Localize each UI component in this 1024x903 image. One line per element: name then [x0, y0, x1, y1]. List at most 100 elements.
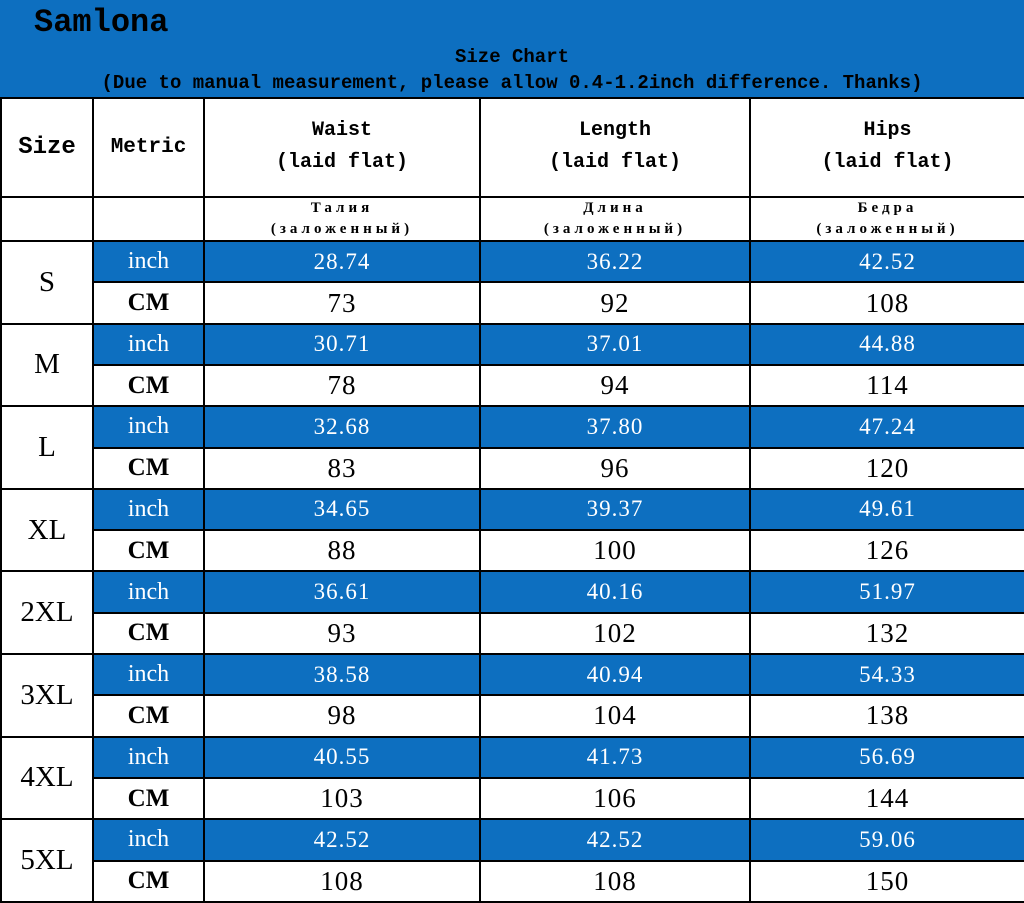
length-cm-value: 94 — [479, 363, 751, 408]
length-cm-value: 102 — [479, 611, 751, 656]
table-row-5xl-inch: 5XL inch 42.52 42.52 59.06 — [0, 818, 1024, 903]
banner: Samlona Size Chart (Due to manual measur… — [0, 0, 1024, 97]
waist-cm-value: 103 — [203, 776, 481, 821]
size-table: Size Metric Waist (laid flat) Length (la… — [0, 97, 1024, 903]
column-subheader-waist-ru: Талия (заложенный) — [203, 195, 481, 243]
length-inch-value: 37.80 — [479, 405, 751, 449]
waist-cm-value: 93 — [203, 611, 481, 656]
waist-inch-value: 34.65 — [203, 487, 481, 532]
hips-inch-value: 47.24 — [749, 405, 1024, 449]
length-inch-value: 42.52 — [479, 818, 751, 862]
hips-inch-value: 54.33 — [749, 653, 1024, 697]
table-subheader-row-russian: Талия (заложенный) Длина (заложенный) Бе… — [0, 195, 1024, 243]
hips-inch-value: 51.97 — [749, 570, 1024, 614]
table-row-l-cm: CM 83 96 120 — [1, 446, 1024, 490]
hips-cm-value: 144 — [749, 776, 1024, 821]
waist-inch-value: 30.71 — [203, 322, 481, 366]
unit-inch-cell: inch — [92, 322, 205, 366]
hips-cm-value: 126 — [749, 529, 1024, 573]
length-inch-value: 41.73 — [479, 735, 751, 779]
chart-subtitle: (Due to manual measurement, please allow… — [101, 72, 923, 94]
column-header-length-note: (laid flat) — [548, 151, 682, 175]
table-row-5xl-cm: CM 108 108 150 — [1, 859, 1024, 903]
unit-cm-cell: CM — [92, 446, 205, 490]
column-header-hips-en: Hips — [863, 119, 912, 143]
unit-cm-cell: CM — [92, 529, 205, 573]
waist-inch-value: 36.61 — [203, 570, 481, 614]
size-label-5xl: 5XL — [0, 818, 94, 903]
waist-inch-value: 28.74 — [203, 240, 481, 284]
length-inch-value: 36.22 — [479, 240, 751, 284]
hips-cm-value: 150 — [749, 859, 1024, 903]
size-label-m: M — [0, 322, 94, 408]
length-cm-value: 106 — [479, 776, 751, 821]
hips-cm-value: 138 — [749, 694, 1024, 738]
length-ru-note: (заложенный) — [543, 220, 687, 237]
length-inch-value: 40.94 — [479, 653, 751, 697]
hips-cm-value: 114 — [749, 363, 1024, 408]
waist-inch-value: 32.68 — [203, 405, 481, 449]
unit-cm-cell: CM — [92, 611, 205, 656]
column-header-size: Size — [0, 97, 94, 198]
size-label-xl: XL — [0, 487, 94, 573]
table-row-xl-inch: XL inch 34.65 39.37 49.61 — [0, 487, 1024, 573]
table-row-3xl-inch: 3XL inch 38.58 40.94 54.33 — [0, 653, 1024, 738]
table-row-s-cm: CM 73 92 108 — [1, 281, 1024, 325]
column-subheader-length-ru: Длина (заложенный) — [479, 195, 751, 243]
hips-ru-label: Бедра — [857, 199, 918, 216]
length-ru-label: Длина — [583, 199, 647, 216]
column-header-waist-note: (laid flat) — [275, 151, 409, 175]
table-row-xl-cm: CM 88 100 126 — [1, 529, 1024, 573]
length-inch-value: 37.01 — [479, 322, 751, 366]
hips-cm-value: 120 — [749, 446, 1024, 490]
column-header-waist: Waist (laid flat) — [203, 97, 481, 198]
column-subheader-hips-ru: Бедра (заложенный) — [749, 195, 1024, 243]
table-row-m-cm: CM 78 94 114 — [1, 363, 1024, 408]
length-cm-value: 92 — [479, 281, 751, 325]
waist-ru-note: (заложенный) — [270, 220, 414, 237]
unit-cm-cell: CM — [92, 281, 205, 325]
waist-inch-value: 40.55 — [203, 735, 481, 779]
waist-cm-value: 88 — [203, 529, 481, 573]
column-header-waist-en: Waist — [311, 119, 372, 143]
unit-cm-cell: CM — [92, 859, 205, 903]
size-label-2xl: 2XL — [0, 570, 94, 656]
hips-inch-value: 49.61 — [749, 487, 1024, 532]
column-header-hips: Hips (laid flat) — [749, 97, 1024, 198]
waist-cm-value: 73 — [203, 281, 481, 325]
unit-inch-cell: inch — [92, 653, 205, 697]
hips-cm-value: 132 — [749, 611, 1024, 656]
size-label-s: S — [0, 240, 94, 325]
waist-cm-value: 78 — [203, 363, 481, 408]
hips-inch-value: 42.52 — [749, 240, 1024, 284]
table-row-s-inch: S inch 28.74 36.22 42.52 — [0, 240, 1024, 325]
table-row-2xl-inch: 2XL inch 36.61 40.16 51.97 — [0, 570, 1024, 656]
unit-cm-cell: CM — [92, 694, 205, 738]
size-label-4xl: 4XL — [0, 735, 94, 821]
hips-inch-value: 59.06 — [749, 818, 1024, 862]
column-header-metric: Metric — [92, 97, 205, 198]
length-cm-value: 96 — [479, 446, 751, 490]
hips-inch-value: 44.88 — [749, 322, 1024, 366]
hips-cm-value: 108 — [749, 281, 1024, 325]
hips-ru-note: (заложенный) — [816, 220, 959, 237]
unit-inch-cell: inch — [92, 735, 205, 779]
column-header-length-en: Length — [578, 119, 651, 143]
empty-cell — [0, 195, 94, 243]
size-label-l: L — [0, 405, 94, 490]
column-header-hips-note: (laid flat) — [821, 151, 954, 175]
brand-name: Samlona — [34, 4, 169, 41]
empty-cell — [92, 195, 205, 243]
table-row-2xl-cm: CM 93 102 132 — [1, 611, 1024, 656]
waist-ru-label: Талия — [310, 199, 374, 216]
table-row-4xl-cm: CM 103 106 144 — [1, 776, 1024, 821]
length-cm-value: 104 — [479, 694, 751, 738]
table-row-4xl-inch: 4XL inch 40.55 41.73 56.69 — [0, 735, 1024, 821]
length-cm-value: 108 — [479, 859, 751, 903]
length-inch-value: 40.16 — [479, 570, 751, 614]
chart-title: Size Chart — [454, 46, 570, 68]
waist-cm-value: 98 — [203, 694, 481, 738]
length-cm-value: 100 — [479, 529, 751, 573]
unit-inch-cell: inch — [92, 405, 205, 449]
